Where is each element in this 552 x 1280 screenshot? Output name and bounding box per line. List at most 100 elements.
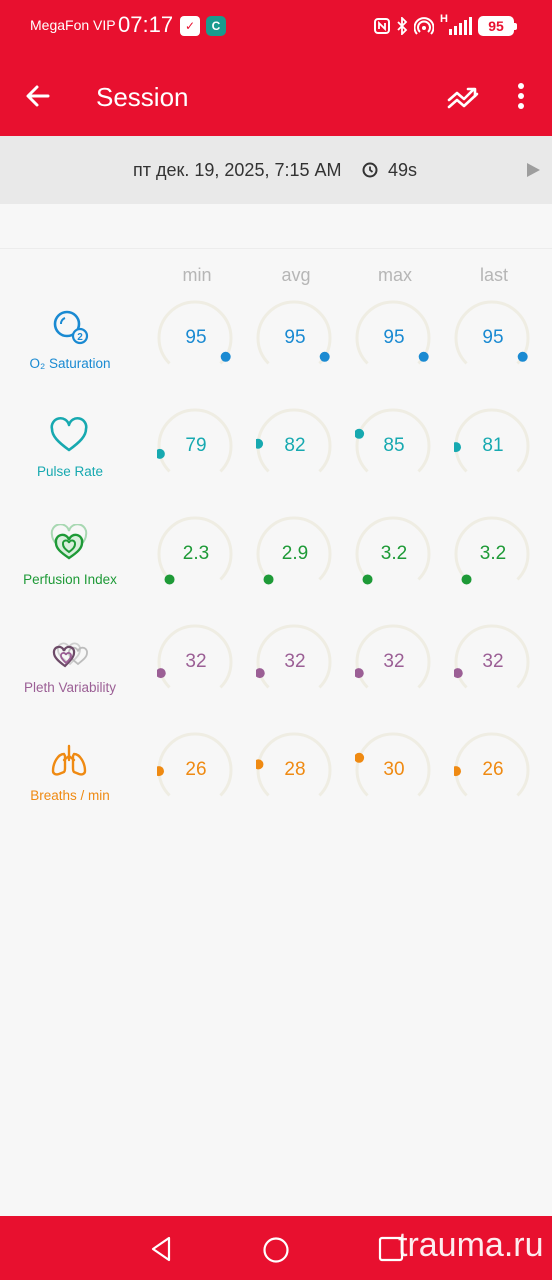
gauge-track <box>256 300 332 365</box>
signal-icon: H <box>440 13 472 36</box>
gauge-value: 79 <box>185 435 207 456</box>
gauge-level-dot <box>454 766 462 777</box>
gauge-track <box>454 624 530 689</box>
gauge-value: 28 <box>284 759 306 780</box>
gauge-avg: 2.9 <box>256 516 336 596</box>
gauge-value: 26 <box>482 759 504 780</box>
gauge-min: 32 <box>157 624 237 704</box>
gauge-level-dot <box>355 752 365 763</box>
parameter-pulse-rate: Pulse Rate <box>0 408 140 508</box>
gauge-track <box>256 624 332 689</box>
gauge-level-dot <box>157 668 166 679</box>
gauge-level-dot <box>355 428 365 439</box>
gauge-last: 81 <box>454 408 534 488</box>
column-header-avg: avg <box>281 265 311 285</box>
gauge-level-dot <box>454 668 463 679</box>
parameter-label: Perfusion Index <box>23 572 117 587</box>
gauge-level-dot <box>319 351 330 362</box>
gauge-value: 32 <box>383 651 405 672</box>
gauge-track <box>157 516 233 581</box>
session-date: пт дек. 19, 2025, 7:15 AM <box>133 160 342 180</box>
play-icon[interactable] <box>524 160 542 180</box>
page-title: Session <box>96 82 189 112</box>
navigation-bar: trauma.ru <box>0 1216 552 1280</box>
c-app-notification-icon: C <box>206 16 226 36</box>
gauge-value: 32 <box>185 651 207 672</box>
gauge-min: 79 <box>157 408 237 488</box>
gauge-level-dot <box>157 448 165 459</box>
more-options-icon[interactable] <box>506 80 536 112</box>
status-time: 07:17 <box>118 12 174 37</box>
row-pleth-variability: Pleth Variability 32 32 32 32 <box>0 624 552 724</box>
pleth-hearts-icon <box>52 642 88 668</box>
gauge-last: 3.2 <box>454 516 534 596</box>
parameter-perfusion-index: Perfusion Index <box>0 516 140 616</box>
gauge-track <box>355 300 431 365</box>
gauge-value: 26 <box>185 759 207 780</box>
back-arrow-icon[interactable] <box>20 78 56 114</box>
gauge-max: 32 <box>355 624 435 704</box>
nav-back-icon[interactable] <box>148 1235 176 1263</box>
battery-icon: 95 <box>478 16 517 36</box>
nfc-icon <box>374 18 390 34</box>
gauge-value: 95 <box>284 327 306 348</box>
gauge-level-dot <box>220 351 231 362</box>
gauge-value: 32 <box>284 651 306 672</box>
gauge-value: 3.2 <box>479 543 507 564</box>
gauge-last: 32 <box>454 624 534 704</box>
parameter-label: Pleth Variability <box>23 680 117 695</box>
gauge-level-dot <box>418 351 429 362</box>
bluetooth-icon <box>397 17 408 35</box>
session-header: пт дек. 19, 2025, 7:15 AM 49s <box>0 136 552 204</box>
gauge-level-dot <box>362 574 373 585</box>
gauge-value: 82 <box>284 435 306 456</box>
gauge-max: 85 <box>355 408 435 488</box>
gauge-level-dot <box>517 351 528 362</box>
gauge-value: 85 <box>383 435 405 456</box>
gauge-value: 30 <box>383 759 405 780</box>
gauge-track <box>157 624 233 689</box>
gauge-last: 26 <box>454 732 534 812</box>
nav-recents-icon[interactable] <box>378 1236 404 1262</box>
gauge-track <box>355 408 431 473</box>
gauge-value: 2.3 <box>182 543 210 564</box>
row-o2-saturation: 2 O₂ Saturation 95 95 95 95 <box>0 300 552 400</box>
perfusion-heart-icon <box>50 524 88 560</box>
app-notification-icon: ✓ <box>180 16 200 36</box>
gauge-track <box>256 408 332 473</box>
gauge-min: 95 <box>157 300 237 380</box>
trend-chart-icon[interactable] <box>446 80 482 112</box>
gauge-level-dot <box>164 574 175 585</box>
gauge-avg: 32 <box>256 624 336 704</box>
gauge-value: 2.9 <box>281 543 309 564</box>
parameter-pleth-variability: Pleth Variability <box>0 624 140 724</box>
parameter-breaths-per-min: Breaths / min <box>0 732 140 832</box>
clock-icon <box>362 162 378 178</box>
gauge-level-dot <box>263 574 274 585</box>
status-icons: H 95 <box>374 13 517 38</box>
row-breaths-per-min: Breaths / min 26 28 30 26 <box>0 732 552 832</box>
gauge-value: 3.2 <box>380 543 408 564</box>
nav-home-icon[interactable] <box>262 1236 290 1264</box>
parameter-o2-saturation: 2 O₂ Saturation <box>0 300 140 400</box>
gauge-value: 81 <box>482 435 504 456</box>
session-duration: 49s <box>388 160 418 180</box>
gauge-level-dot <box>256 668 265 679</box>
gauge-avg: 82 <box>256 408 336 488</box>
row-perfusion-index: Perfusion Index 2.3 2.9 3.2 3.2 <box>0 516 552 616</box>
app-bar: Session <box>0 52 552 136</box>
parameter-label: Pulse Rate <box>36 464 104 479</box>
status-bar: MegaFon VIP 07:17 ✓ C H 95 <box>0 0 552 52</box>
watermark: trauma.ru <box>398 1226 544 1264</box>
gauge-last: 95 <box>454 300 534 380</box>
svg-text:2: 2 <box>77 332 83 343</box>
heart-icon <box>50 416 88 452</box>
gauge-avg: 95 <box>256 300 336 380</box>
carrier-name: MegaFon VIP <box>30 17 116 33</box>
gauge-level-dot <box>256 438 264 449</box>
gauge-value: 95 <box>185 327 207 348</box>
gauge-max: 95 <box>355 300 435 380</box>
network-type: H <box>440 13 448 25</box>
gauge-track <box>355 624 431 689</box>
gauge-track <box>157 300 233 365</box>
